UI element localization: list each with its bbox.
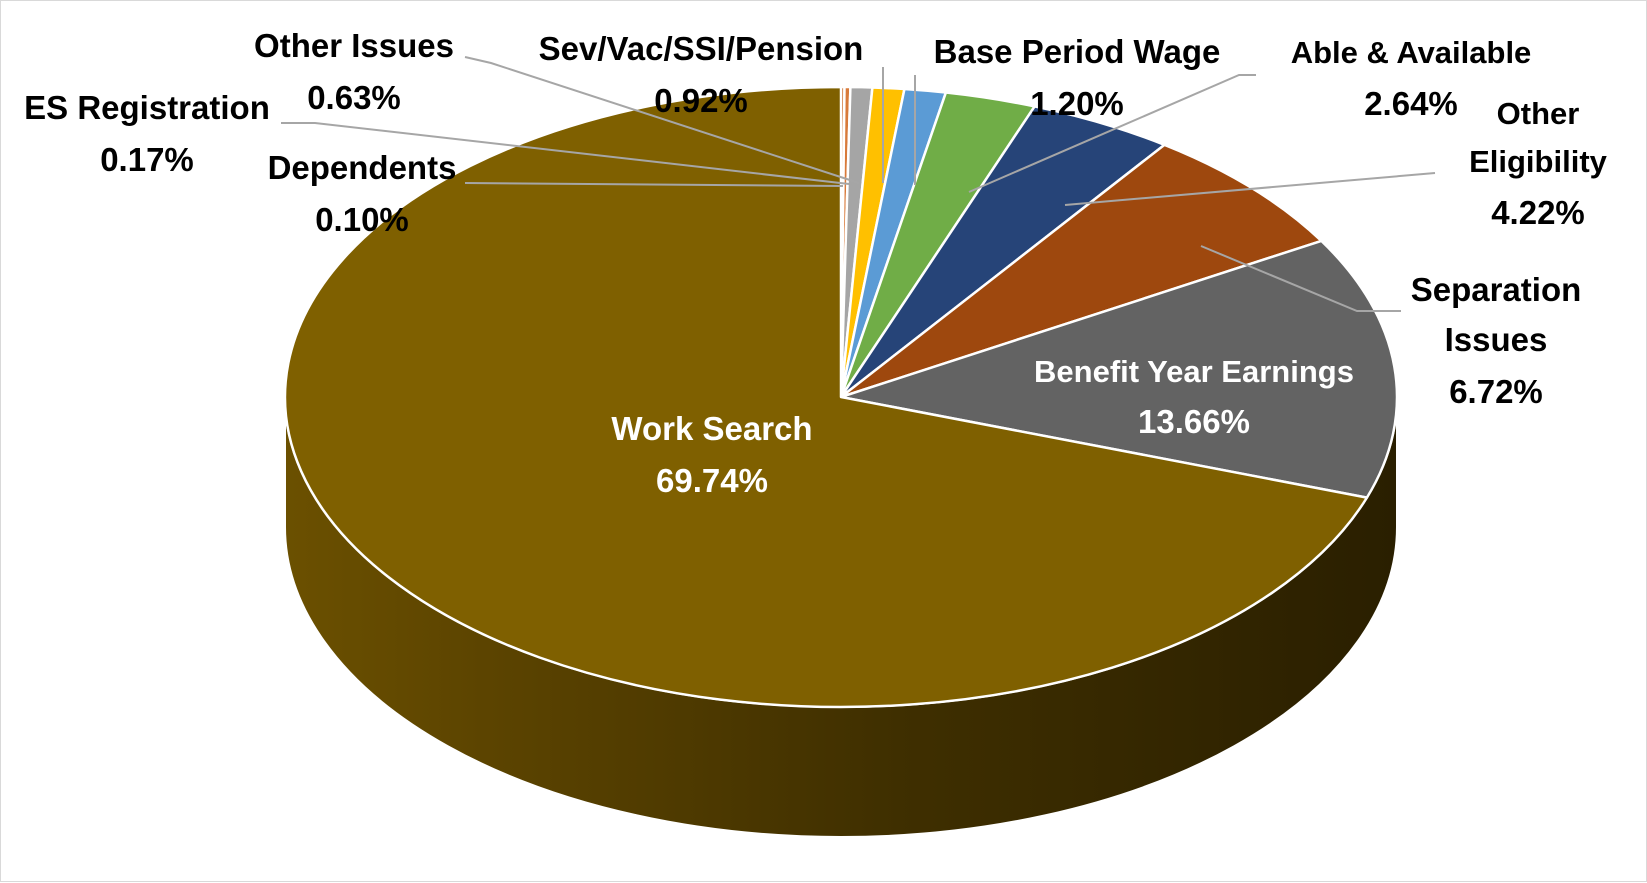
- pie-slices: [283, 85, 1399, 709]
- pie-slice-work-search: [283, 85, 1369, 709]
- label-dependents-value: 0.10%: [315, 201, 409, 238]
- label-other-eligibility-name-1: Other: [1497, 96, 1580, 131]
- label-other-issues-name: Other Issues: [254, 27, 454, 64]
- label-work-search-value: 69.74%: [656, 462, 768, 499]
- label-sev-vac-name: Sev/Vac/SSI/Pension: [539, 30, 864, 67]
- label-separation-value: 6.72%: [1449, 373, 1543, 410]
- label-other-issues-value: 0.63%: [307, 79, 401, 116]
- label-es-registration-value: 0.17%: [100, 141, 194, 178]
- label-benefit-year-value: 13.66%: [1138, 403, 1250, 440]
- pie-slice-benefit-year-earnings: [839, 239, 1399, 499]
- label-dependents-name: Dependents: [268, 149, 457, 186]
- label-able-available-value: 2.64%: [1364, 85, 1458, 122]
- leader-line-dependents: [464, 182, 844, 187]
- leader-line-es-registration: [281, 122, 850, 185]
- label-other-eligibility-name-2: Eligibility: [1469, 144, 1608, 179]
- leader-line-other-issues: [464, 56, 860, 184]
- leader-line-able-available: [968, 74, 1256, 193]
- label-base-period-name: Base Period Wage: [934, 33, 1221, 70]
- label-separation-name-1: Separation: [1411, 271, 1582, 308]
- leader-line-separation: [1200, 245, 1401, 312]
- label-sev-vac-value: 0.92%: [654, 82, 748, 119]
- label-work-search-name: Work Search: [611, 410, 812, 447]
- label-es-registration-name: ES Registration: [24, 89, 270, 126]
- label-base-period-value: 1.20%: [1030, 85, 1124, 122]
- leader-lines: [281, 56, 1436, 312]
- label-other-eligibility-value: 4.22%: [1491, 194, 1585, 231]
- label-benefit-year-name: Benefit Year Earnings: [1034, 354, 1354, 389]
- label-separation-name-2: Issues: [1445, 321, 1548, 358]
- data-labels: Work Search 69.74% Benefit Year Earnings…: [24, 27, 1608, 499]
- label-able-available-name: Able & Available: [1291, 35, 1532, 70]
- leader-line-other-eligibility: [1064, 172, 1436, 206]
